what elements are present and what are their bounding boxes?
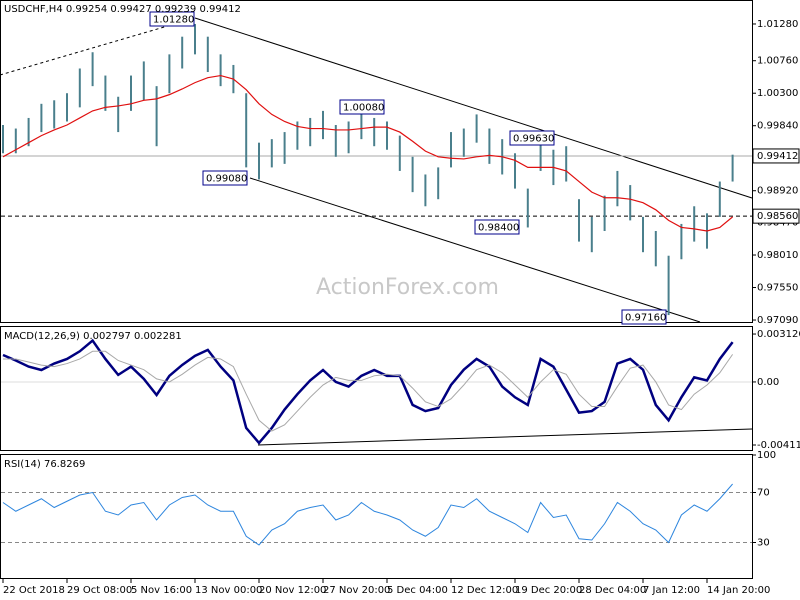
annotation: 0.98400 (478, 223, 519, 234)
y-tick-label: 1.01280 (757, 19, 798, 30)
x-tick-label: 12 Dec 12:00 (451, 585, 518, 596)
annotation-box (149, 11, 195, 27)
y-tick-label: 0.003126 (757, 329, 800, 340)
y-tick-label: 0.98010 (757, 250, 798, 261)
annotation: 0.99630 (513, 134, 554, 145)
annotation-box (339, 99, 385, 115)
y-tick-label: 100 (757, 450, 776, 461)
x-tick-label: 5 Nov 16:00 (131, 585, 192, 596)
price-label-box (752, 148, 800, 164)
line (3, 350, 734, 432)
y-tick-label: 0.99840 (757, 121, 798, 132)
x-tick-label: 5 Dec 04:00 (387, 585, 448, 596)
annotation-box (202, 170, 248, 186)
x-tick-label: 27 Nov 20:00 (323, 585, 390, 596)
annotation-box (509, 130, 555, 146)
line (2, 338, 734, 445)
price-label: 0.99412 (757, 151, 798, 162)
x-tick-label: 19 Dec 20:00 (515, 585, 582, 596)
rsi-title: RSI(14) 76.8269 (4, 459, 85, 470)
annotation: 1.00080 (343, 103, 384, 114)
y-tick-label: 70 (757, 488, 770, 499)
trend-line (0, 17, 196, 76)
x-tick-label: 20 Nov 12:00 (259, 585, 326, 596)
line (2, 483, 733, 546)
price-label-box (752, 208, 800, 224)
y-tick-label: -0.004113 (757, 440, 800, 451)
channel-top (194, 17, 753, 199)
y-tick-label: 30 (757, 538, 770, 549)
macd-title: MACD(12,26,9) 0.002797 0.002281 (4, 331, 182, 342)
y-tick-label: 0.00 (757, 377, 779, 388)
annotations: 1.01280 1.00080 0.99630 0.99080 0.98400 … (149, 11, 667, 325)
annotation-box (621, 309, 667, 325)
y-tick-label: 1.00760 (757, 56, 798, 67)
annotation: 1.01280 (153, 15, 194, 26)
line (2, 74, 733, 232)
price-label: 0.98560 (757, 211, 798, 222)
x-tick-label: 22 Oct 2018 (3, 585, 65, 596)
annotation-box (474, 219, 520, 235)
channel-bottom (249, 177, 701, 323)
x-tick-label: 7 Jan 12:00 (643, 585, 700, 596)
annotation: 0.99080 (206, 174, 247, 185)
x-tick-label: 13 Nov 00:00 (195, 585, 262, 596)
watermark: ActionForex.com (316, 275, 499, 300)
y-tick-label: 0.97090 (757, 315, 798, 326)
macd-trend-line (257, 428, 753, 446)
x-tick-label: 28 Dec 04:00 (579, 585, 646, 596)
annotation: 0.97160 (625, 313, 666, 324)
macd-panel (0, 326, 753, 451)
x-tick-label: 29 Oct 08:00 (67, 585, 132, 596)
rsi-panel (0, 454, 753, 579)
y-tick-label: 0.98920 (757, 186, 798, 197)
y-tick-label: 1.00300 (757, 88, 798, 99)
x-tick-label: 14 Jan 20:00 (707, 585, 770, 596)
price-title: USDCHF,H4 0.99254 0.99427 0.99239 0.9941… (4, 4, 241, 15)
y-tick-label: 0.97550 (757, 283, 798, 294)
